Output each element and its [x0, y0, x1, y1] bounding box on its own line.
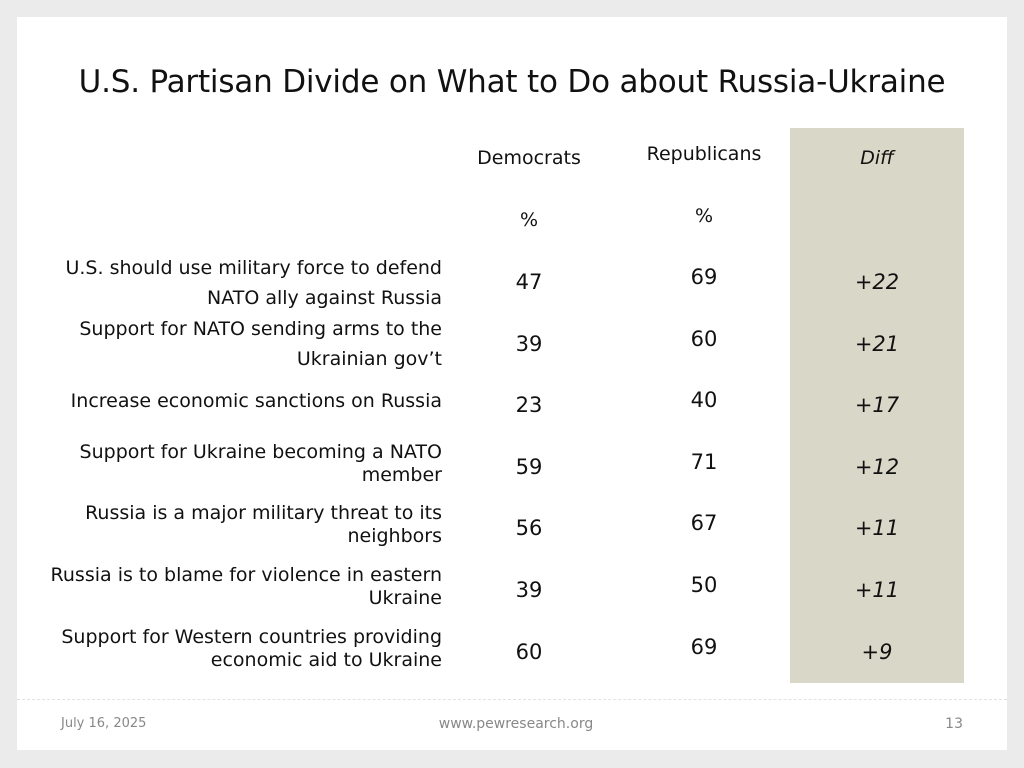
- page-number: 13: [945, 716, 963, 732]
- row-republicans-value: 69: [690, 265, 718, 289]
- row-democrats-value: 47: [515, 270, 543, 294]
- row-label-nato-arms: Support for NATO sending arms to the Ukr…: [79, 318, 442, 370]
- row-diff-value: +11: [854, 578, 900, 602]
- row-label-military-force: U.S. should use military force to defend…: [65, 257, 442, 309]
- row-democrats-value: 39: [515, 332, 543, 356]
- row-diff-value: +11: [854, 516, 900, 540]
- row-democrats-value: 56: [515, 516, 543, 540]
- slide-title: U.S. Partisan Divide on What to Do about…: [78, 64, 946, 100]
- header-democrats: Democrats: [477, 147, 581, 169]
- footer-date: July 16, 2025: [61, 716, 147, 731]
- row-democrats-value: 39: [515, 578, 543, 602]
- row-republicans-value: 71: [690, 450, 718, 474]
- unit-republicans: %: [694, 205, 714, 227]
- row-democrats-value: 59: [515, 455, 543, 479]
- row-label-military-threat: Russia is a major military threat to its…: [85, 502, 442, 547]
- row-label-sanctions: Increase economic sanctions on Russia: [70, 390, 442, 412]
- row-label-economic-aid: Support for Western countries providing …: [61, 626, 442, 671]
- row-diff-value: +12: [854, 455, 900, 479]
- row-republicans-value: 69: [690, 635, 718, 659]
- row-republicans-value: 60: [690, 327, 718, 351]
- row-label-blame-violence: Russia is to blame for violence in easte…: [50, 564, 442, 609]
- row-republicans-value: 40: [690, 388, 718, 412]
- row-diff-value: +9: [861, 640, 893, 664]
- unit-democrats: %: [519, 209, 539, 231]
- row-diff-value: +21: [854, 332, 900, 356]
- row-republicans-value: 67: [690, 511, 718, 535]
- footer-divider: [17, 699, 1007, 700]
- row-republicans-value: 50: [690, 573, 718, 597]
- row-democrats-value: 60: [515, 640, 543, 664]
- row-democrats-value: 23: [515, 393, 543, 417]
- diff-column-band: [790, 128, 964, 683]
- header-republicans: Republicans: [646, 143, 762, 165]
- row-diff-value: +22: [854, 270, 900, 294]
- row-diff-value: +17: [854, 393, 900, 417]
- footer-website: www.pewresearch.org: [438, 716, 594, 732]
- header-diff: Diff: [860, 147, 894, 169]
- row-label-nato-member: Support for Ukraine becoming a NATO memb…: [79, 441, 442, 486]
